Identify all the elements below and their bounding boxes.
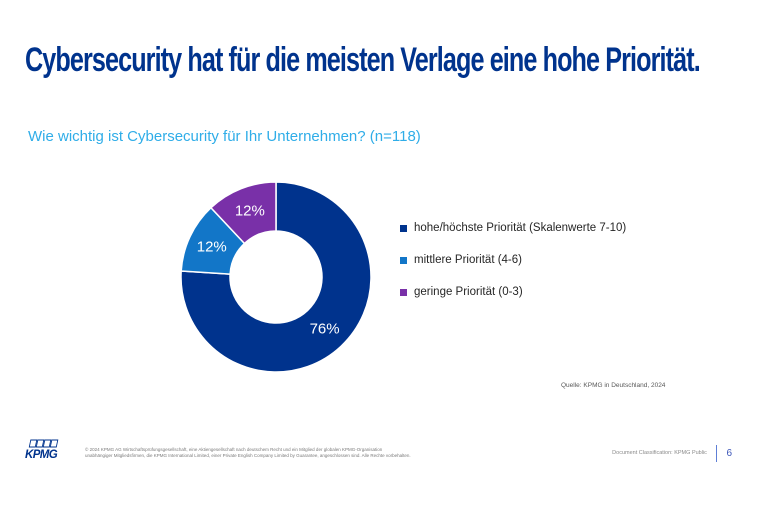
slice-label: 76% — [310, 320, 340, 337]
copyright-text: © 2024 KPMG AG Wirtschaftsprüfungsgesell… — [85, 447, 580, 460]
copyright-line-1: © 2024 KPMG AG Wirtschaftsprüfungsgesell… — [85, 447, 383, 453]
legend-swatch — [400, 256, 407, 264]
donut-slice — [180, 181, 372, 373]
legend-label: mittlere Priorität (4-6) — [414, 254, 522, 266]
page-number: 6 — [726, 447, 732, 459]
copyright-line-2: unabhängiger Mitgliedsfirmen, die KPMG I… — [85, 454, 411, 459]
kpmg-logo-text: KPMG — [25, 449, 58, 461]
legend-item-low: geringe Priorität (0-3) — [400, 283, 626, 301]
source-note: Quelle: KPMG in Deutschland, 2024 — [561, 382, 666, 389]
legend-item-high: hohe/höchste Priorität (Skalenwerte 7-10… — [400, 219, 626, 237]
legend-label: hohe/höchste Priorität (Skalenwerte 7-10… — [414, 222, 627, 234]
legend-swatch — [400, 224, 407, 232]
chart-legend: hohe/höchste Priorität (Skalenwerte 7-10… — [400, 219, 626, 315]
donut-chart-svg: 76% 12% 12% — [180, 181, 372, 373]
document-classification: Document Classification: KPMG Public — [612, 450, 707, 456]
legend-label: geringe Priorität (0-3) — [414, 286, 523, 298]
donut-slice — [210, 181, 277, 245]
legend-swatch — [400, 288, 407, 296]
page-number-separator — [715, 444, 718, 462]
legend-item-medium: mittlere Priorität (4-6) — [400, 251, 626, 269]
chart-question: Wie wichtig ist Cybersecurity für Ihr Un… — [28, 128, 421, 145]
donut-chart: 76% 12% 12% — [178, 179, 374, 375]
slide-title: Cybersecurity hat für die meisten Verlag… — [25, 41, 701, 79]
kpmg-logo: KPMG — [25, 439, 58, 461]
classification-row: Document Classification: KPMG Public 6 — [612, 443, 732, 463]
slice-label: 12% — [197, 238, 227, 255]
slice-label: 12% — [235, 202, 265, 219]
